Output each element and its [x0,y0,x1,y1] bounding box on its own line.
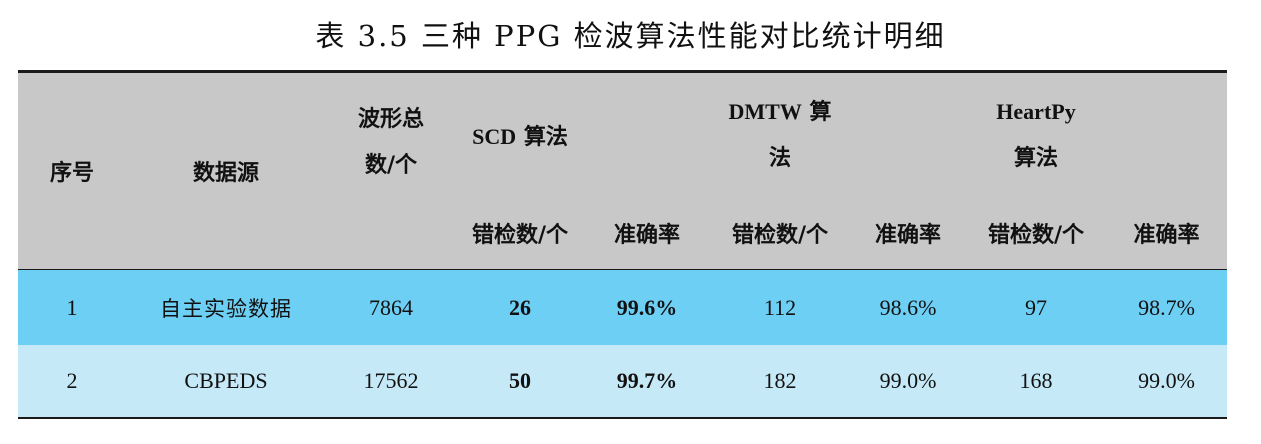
header-heartpy-latin: HeartPy [996,98,1076,124]
header-dmtw-cjk: 算 [801,99,832,125]
header-index-label: 序号 [49,161,94,186]
header-heartpy-acc-label: 准确率 [1133,223,1200,248]
header-waveforms: 波形总 数/个 [326,71,456,270]
performance-table: 序号 数据源 波形总 数/个 SCD 算法 DMTW 算 法 [18,70,1227,419]
cell-heartpy-err: 168 [966,345,1106,418]
cell-source: CBPEDS [126,345,326,418]
header-heartpy-label: HeartPy 算法 [966,89,1106,182]
header-dmtw-line2: 法 [768,145,791,171]
cell-heartpy-err: 97 [966,269,1106,345]
cell-dmtw-err: 182 [710,345,850,418]
header-dmtw-acc-label: 准确率 [874,223,941,248]
cell-dmtw-acc: 99.0% [850,345,966,418]
header-dmtw-label: DMTW 算 法 [710,89,850,182]
header-scd-group: SCD 算法 [456,71,710,197]
header-dmtw-latin: DMTW [728,98,802,124]
header-heartpy-acc: 准确率 [1106,197,1227,270]
header-row-sub: 错检数/个 准确率 错检数/个 准确率 错检数/个 准确率 [18,197,1227,270]
cell-dmtw-err: 112 [710,269,850,345]
header-heartpy-err: 错检数/个 [966,197,1106,270]
cell-index: 1 [18,269,126,345]
cell-scd-acc: 99.6% [584,269,710,345]
header-dmtw-err-label: 错检数/个 [731,223,829,248]
cell-waveforms: 7864 [326,269,456,345]
header-scd-cjk: 算法 [516,125,568,150]
header-index: 序号 [18,71,126,270]
header-heartpy-group: HeartPy 算法 [966,71,1227,197]
header-waveforms-label: 波形总 数/个 [358,97,424,189]
header-scd-label: SCD 算法 [456,119,584,151]
header-scd-acc: 准确率 [584,197,710,270]
header-dmtw-acc: 准确率 [850,197,966,270]
cell-heartpy-acc: 99.0% [1106,345,1227,418]
header-scd-acc-label: 准确率 [613,223,680,248]
cell-source: 自主实验数据 [126,269,326,345]
header-scd-err: 错检数/个 [456,197,584,270]
header-scd-err-label: 错检数/个 [471,223,569,248]
cell-heartpy-acc: 98.7% [1106,269,1227,345]
header-source: 数据源 [126,71,326,270]
header-row-top: 序号 数据源 波形总 数/个 SCD 算法 DMTW 算 法 [18,71,1227,270]
cell-dmtw-acc: 98.6% [850,269,966,345]
table-row: 1 自主实验数据 7864 26 99.6% 112 98.6% 97 98.7… [18,269,1227,345]
header-waveforms-line1: 波形总 [357,107,424,132]
cell-scd-acc: 99.7% [584,345,710,418]
table-caption: 表 3.5 三种 PPG 检波算法性能对比统计明细 [315,19,946,53]
header-waveforms-line2: 数/个 [364,153,418,178]
cell-waveforms: 17562 [326,345,456,418]
header-source-label: 数据源 [192,161,259,186]
header-dmtw-group: DMTW 算 法 [710,71,966,197]
header-heartpy-line2: 算法 [1013,145,1058,171]
header-dmtw-err: 错检数/个 [710,197,850,270]
cell-scd-err: 50 [456,345,584,418]
cell-scd-err: 26 [456,269,584,345]
cell-index: 2 [18,345,126,418]
header-scd-latin: SCD [472,124,517,149]
header-heartpy-err-label: 错检数/个 [987,223,1085,248]
table-row: 2 CBPEDS 17562 50 99.7% 182 99.0% 168 99… [18,345,1227,418]
